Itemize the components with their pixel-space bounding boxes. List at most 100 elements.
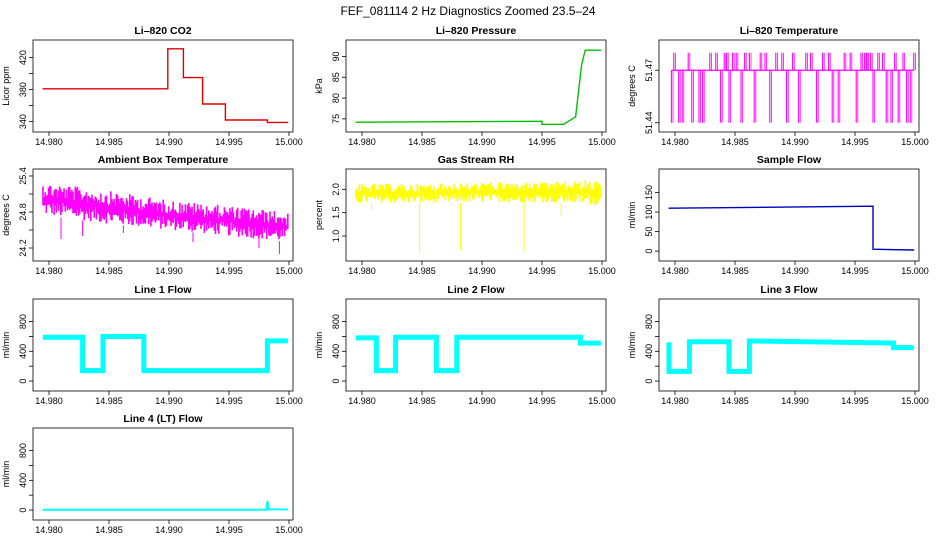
plot-frame [32,298,294,392]
y-tick-label: 800 [18,314,28,329]
x-tick-label: 14.995 [841,137,869,147]
data-point [167,88,169,90]
y-tick-label: 380 [18,82,28,97]
data-point [375,370,377,372]
x-tick-label: 15.000 [588,396,616,406]
data-point [266,340,268,342]
data-point [395,336,397,338]
x-tick-label: 15.000 [275,137,303,147]
data-point [541,120,543,122]
series-line-edge [668,340,914,372]
series-band [355,180,602,205]
x-tick-label: 14.995 [215,525,243,535]
x-tick-label: 14.995 [528,266,556,276]
x-tick-label: 14.985 [408,396,436,406]
data-point [102,335,104,338]
y-tick-label: 1.0 [331,230,341,243]
data-point [728,341,730,343]
data-point [579,336,582,338]
panel-3: Ambient Box Temperature 14.980 14.985 14.99… [1,154,303,276]
y-tick-label: 51.44 [644,111,654,134]
y-tick-label: 100 [644,205,654,220]
x-tick-label: 14.990 [468,137,496,147]
y-axis-label: ml/min [1,332,11,359]
x-tick-label: 14.985 [721,396,749,406]
data-point [167,48,169,50]
y-axis-label: ml/min [627,332,637,359]
data-point [287,508,289,511]
series-line [43,48,288,124]
series-line [43,500,288,511]
y-tick-label: 340 [18,114,28,129]
data-point [892,342,895,344]
plot-frame [32,39,294,133]
data-point [600,342,602,344]
data-point [872,205,874,207]
data-point [202,103,204,105]
x-tick-label: 14.990 [781,137,809,147]
series-line [666,338,914,374]
x-tick-label: 14.995 [215,396,243,406]
x-tick-label: 14.985 [721,137,749,147]
data-point [355,337,357,339]
x-tick-label: 14.995 [528,396,556,406]
x-tick-label: 14.980 [661,137,689,147]
data-point [82,336,84,338]
x-tick-label: 14.980 [348,137,376,147]
data-point [584,49,586,51]
data-point [728,370,730,372]
data-point [600,49,602,51]
data-point [688,341,691,343]
panel-title: Ambient Box Temperature [98,154,229,166]
x-tick-label: 14.990 [155,396,183,406]
data-point [82,370,84,372]
data-point [579,342,582,344]
panel-title: Line 2 Flow [447,284,505,296]
x-tick-label: 15.000 [275,266,303,276]
x-tick-label: 14.995 [841,266,869,276]
y-axis-label: degrees C [627,65,637,107]
x-tick-label: 14.990 [468,396,496,406]
data-point [224,119,226,121]
data-point [355,121,357,123]
x-tick-label: 15.000 [588,137,616,147]
plot-frame [345,168,607,262]
data-point [42,336,44,338]
y-tick-label: 0 [644,379,654,384]
panel-2: Li–820 Temperature 14.980 14.985 14.990 14.9… [627,25,929,147]
panel-8: Line 3 Flow 14.980 14.985 14.990 14.995 15.00… [627,284,929,406]
y-tick-label: 85 [331,72,341,82]
panel-5: Sample Flow 14.980 14.985 14.990 14.995 15.00… [627,154,929,276]
x-tick-label: 14.995 [215,137,243,147]
data-point [892,347,895,349]
data-point [266,370,268,372]
series-line [355,49,601,126]
y-tick-label: 800 [18,443,28,458]
data-point [913,347,915,349]
y-axis-label: percent [314,199,324,230]
data-point [224,103,226,105]
y-tick-label: 400 [644,344,654,359]
x-tick-label: 14.995 [528,137,556,147]
x-tick-label: 14.985 [95,137,123,147]
data-point [287,121,289,123]
data-point [202,77,204,79]
y-tick-label: 25.4 [18,167,28,185]
y-axis-label: ml/min [1,461,11,488]
data-point [581,64,583,66]
panel-title: Sample Flow [757,154,822,166]
x-tick-label: 15.000 [275,396,303,406]
y-tick-label: 24.2 [18,239,28,257]
y-tick-label: 51.47 [644,59,654,82]
plot-frame [32,427,294,521]
data-point [668,370,670,372]
y-tick-label: 80 [331,93,341,103]
panel-title: Gas Stream RH [438,154,514,166]
data-point [143,370,145,372]
y-tick-label: 800 [644,314,654,329]
data-point [688,370,691,372]
x-tick-label: 15.000 [901,137,929,147]
data-point [182,48,184,50]
x-tick-label: 15.000 [275,525,303,535]
x-tick-label: 14.985 [408,266,436,276]
